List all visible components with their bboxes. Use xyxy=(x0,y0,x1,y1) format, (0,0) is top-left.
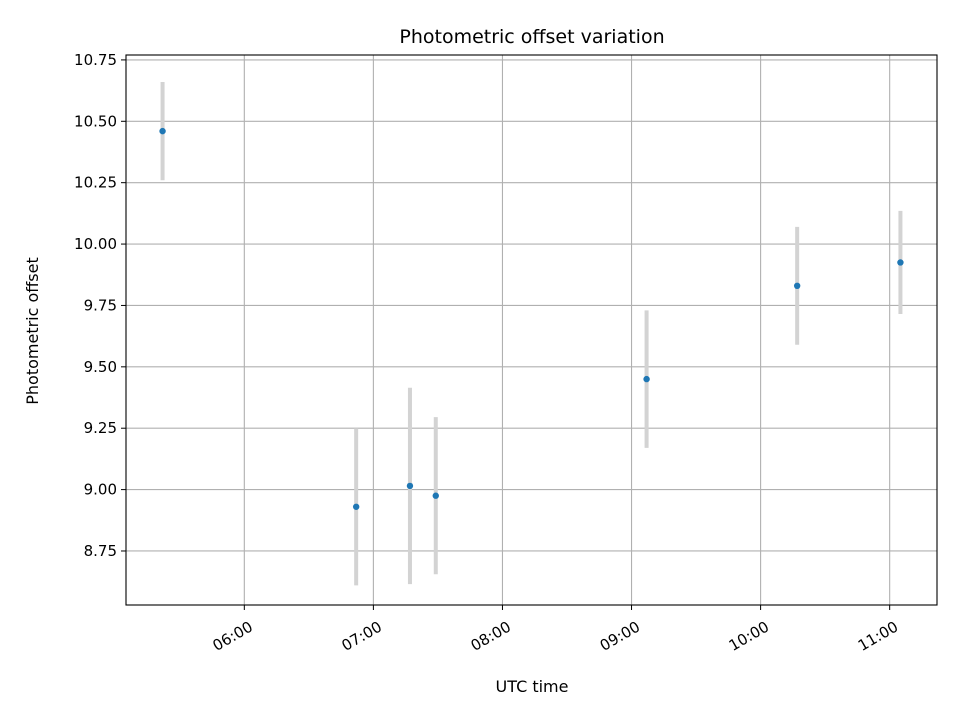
y-tick-label: 9.50 xyxy=(84,358,117,376)
data-point xyxy=(432,492,439,499)
y-tick-label: 10.75 xyxy=(74,51,117,69)
data-point xyxy=(897,259,904,266)
y-axis-label: Photometric offset xyxy=(23,257,42,405)
data-point xyxy=(793,282,801,290)
x-axis-label: UTC time xyxy=(496,677,569,696)
y-tick-label: 10.50 xyxy=(74,112,117,130)
y-tick-label: 9.00 xyxy=(84,481,117,499)
data-point xyxy=(352,503,360,510)
y-tick-label: 10.00 xyxy=(74,235,117,253)
y-tick-label: 10.25 xyxy=(74,174,117,192)
data-points xyxy=(159,127,904,510)
plot-frame xyxy=(125,54,938,606)
data-point xyxy=(643,375,650,383)
y-tick-label: 9.25 xyxy=(84,419,117,437)
y-tick-label: 9.75 xyxy=(84,296,117,314)
grid xyxy=(126,55,937,605)
y-tick-label: 8.75 xyxy=(84,542,117,560)
chart-title: Photometric offset variation xyxy=(399,26,664,48)
data-point xyxy=(159,127,166,135)
data-point xyxy=(406,482,414,490)
